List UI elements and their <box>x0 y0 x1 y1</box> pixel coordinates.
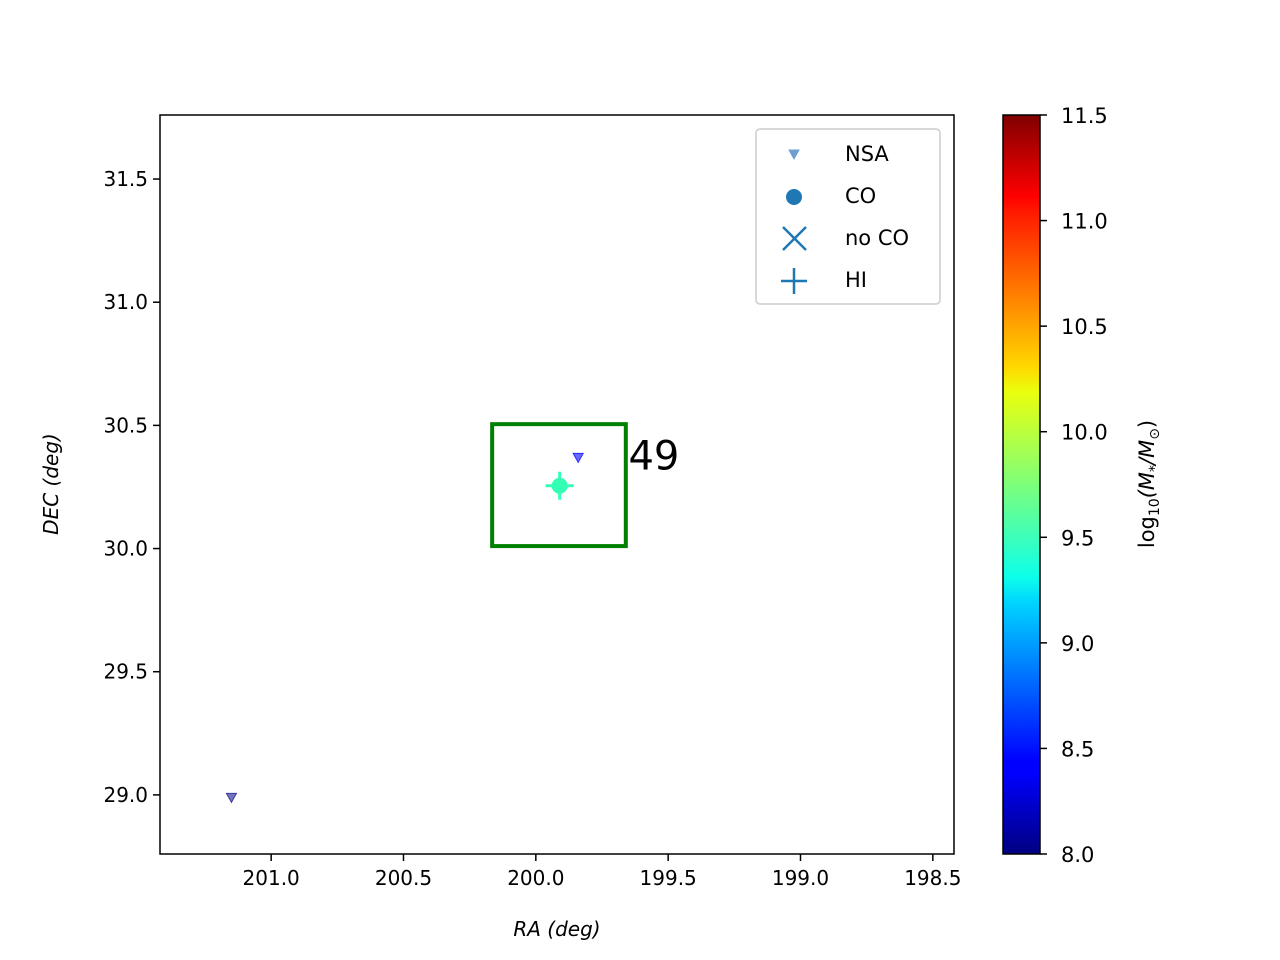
y-tick-label: 30.0 <box>103 537 148 561</box>
legend: NSA CO no CO HI <box>755 128 941 305</box>
colorbar-tick-label: 10.5 <box>1061 315 1108 339</box>
plot-frame <box>159 114 955 855</box>
colorbar-label: log10(M*/M⊙) <box>1135 420 1163 548</box>
y-tick-label: 30.5 <box>103 413 148 437</box>
colorbar: 8.0 8.5 9.0 9.5 10.0 10.5 11.0 11.5 log10(M*/M⊙… <box>1002 104 1163 867</box>
data-layer: 49 <box>225 422 679 804</box>
legend-no-co-marker <box>782 226 807 251</box>
x-tick-label: 200.0 <box>507 866 564 890</box>
x-axis-label: RA (deg) <box>513 917 600 941</box>
colorbar-tick-label: 11.5 <box>1061 104 1108 128</box>
colorbar-gradient <box>1002 114 1041 855</box>
nsa-point <box>572 452 585 464</box>
colorbar-tick-label: 11.0 <box>1061 210 1108 234</box>
legend-co-marker <box>786 189 802 205</box>
legend-hi-marker <box>781 268 807 294</box>
colorbar-tick-label: 8.5 <box>1061 737 1094 761</box>
y-tick-label: 29.5 <box>103 660 148 684</box>
legend-nsa-marker <box>788 149 800 161</box>
x-axis-ticks: 201.0 200.5 200.0 199.5 199.0 198.5 <box>243 854 961 890</box>
legend-co-label: CO <box>845 184 876 208</box>
y-tick-label: 31.5 <box>103 167 148 191</box>
y-axis-label: DEC (deg) <box>39 433 63 535</box>
x-tick-label: 199.5 <box>640 866 697 890</box>
colorbar-tick-label: 9.0 <box>1061 632 1094 656</box>
y-tick-label: 31.0 <box>103 290 148 314</box>
colorbar-tick-label: 9.5 <box>1061 526 1094 550</box>
nsa-point <box>225 792 238 804</box>
region-box <box>490 422 628 549</box>
legend-frame <box>755 128 941 305</box>
x-tick-label: 199.0 <box>772 866 829 890</box>
colorbar-ticks: 8.0 8.5 9.0 9.5 10.0 10.5 11.0 11.5 <box>1040 104 1108 867</box>
legend-hi-label: HI <box>845 268 867 292</box>
region-box-label: 49 <box>628 434 679 480</box>
y-tick-label: 29.0 <box>103 783 148 807</box>
legend-nsa-label: NSA <box>845 142 889 166</box>
x-tick-label: 200.5 <box>375 866 432 890</box>
x-tick-label: 198.5 <box>904 866 961 890</box>
y-axis-ticks: 29.0 29.5 30.0 30.5 31.0 31.5 <box>103 167 160 807</box>
co-point <box>551 477 568 494</box>
colorbar-tick-label: 8.0 <box>1061 843 1094 867</box>
x-tick-label: 201.0 <box>243 866 300 890</box>
colorbar-tick-label: 10.0 <box>1061 421 1108 445</box>
legend-no-co-label: no CO <box>845 226 909 250</box>
